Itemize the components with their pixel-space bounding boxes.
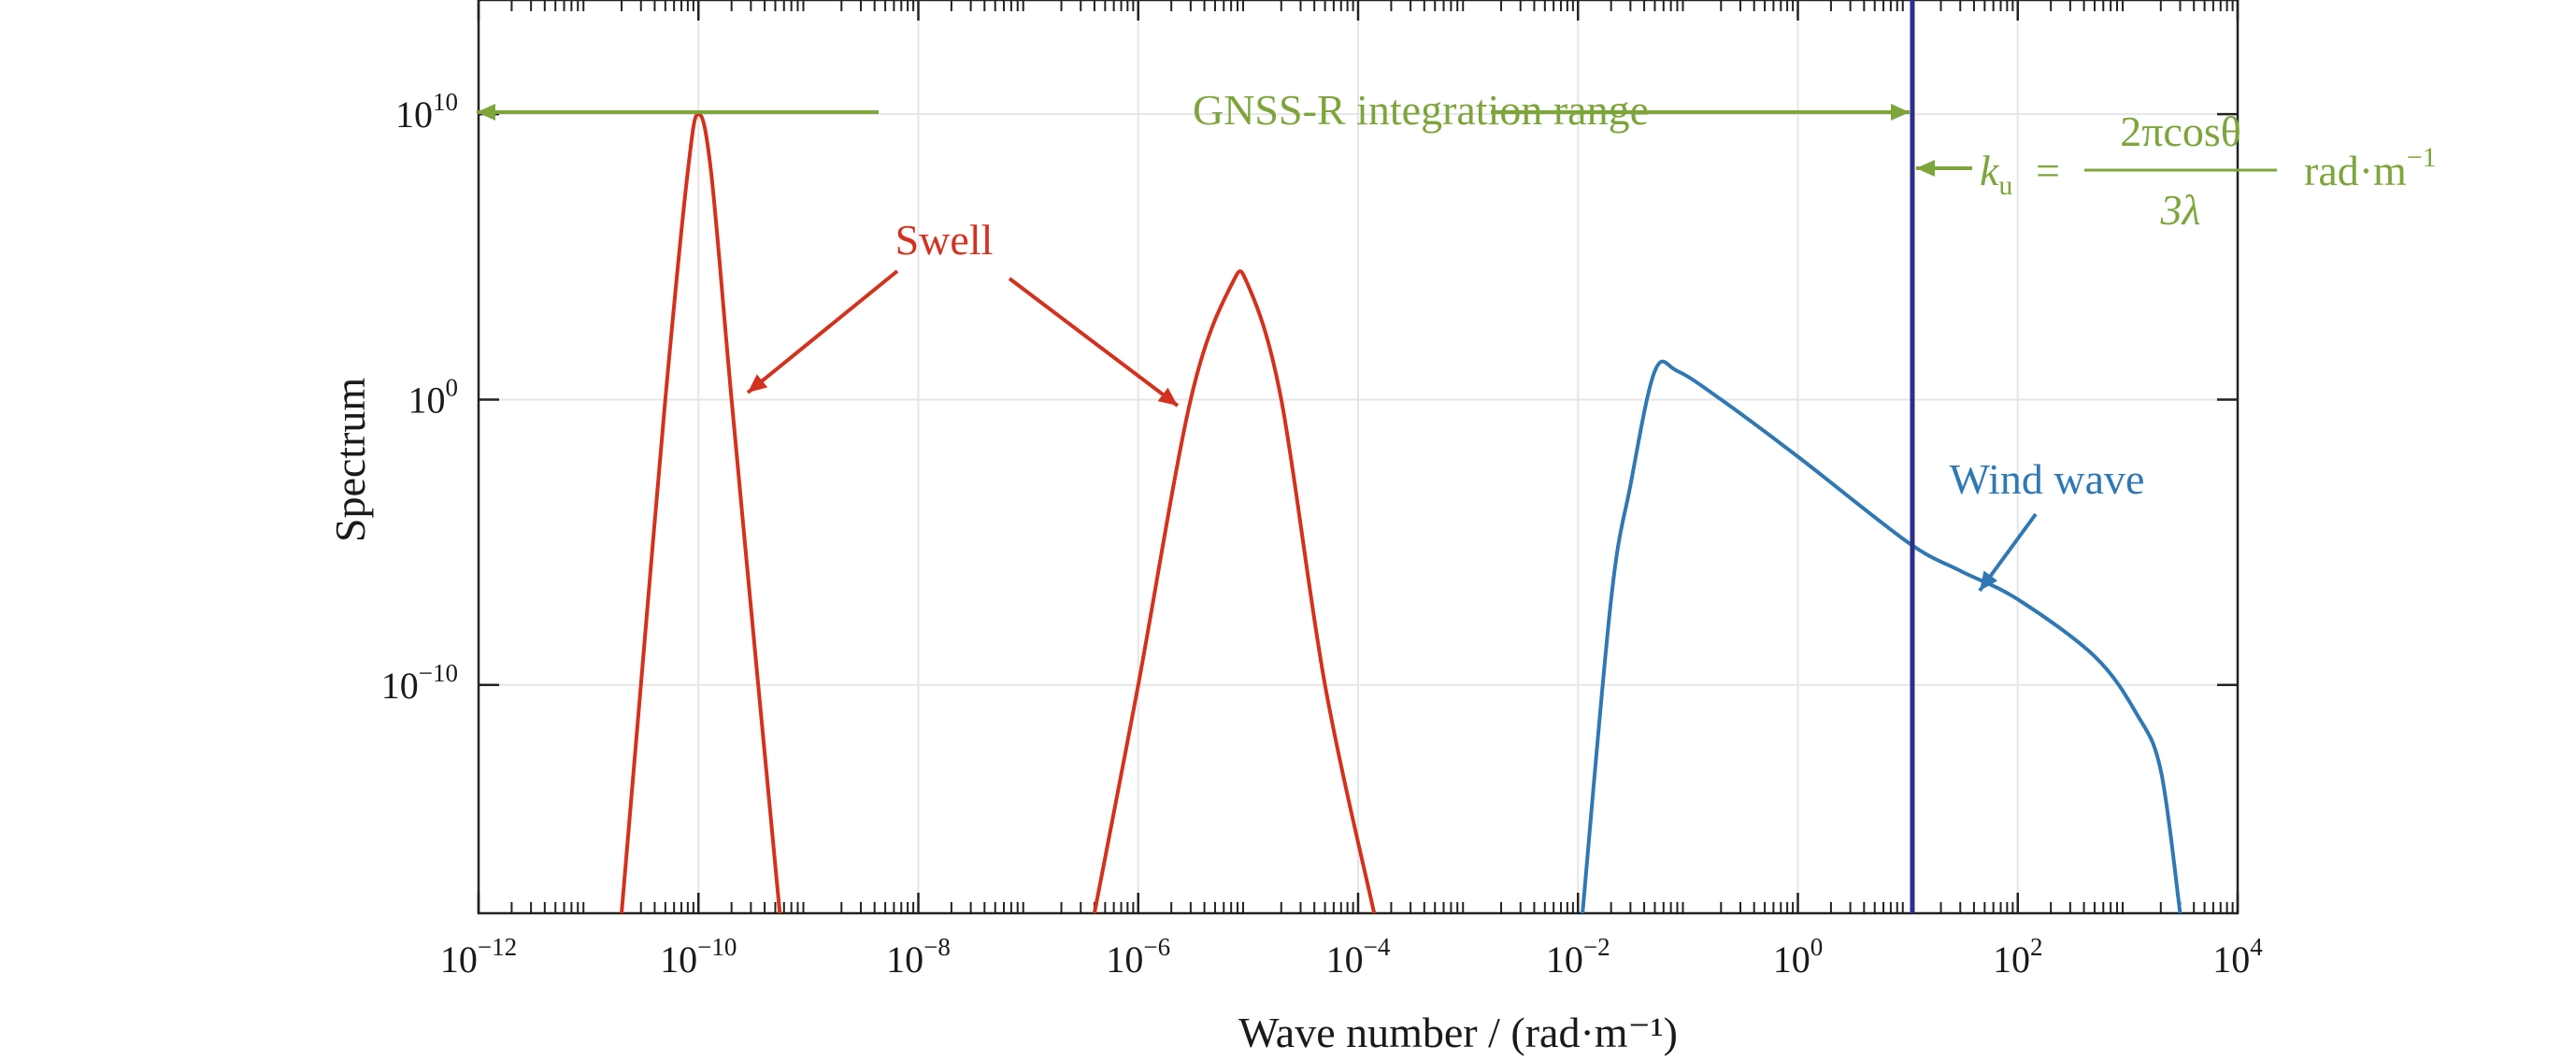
x-tick-exponent: −6 [1143, 933, 1170, 961]
swell-arrow-right-head [1157, 387, 1178, 406]
y-tick-label-2: 10−10 [381, 659, 458, 707]
swell-arrow-right-shaft [1008, 277, 1180, 408]
ku-pointer-arrow-head [1916, 160, 1935, 177]
wind-wave-label: Wind wave [1950, 455, 2145, 503]
x-tick-label-3: 10−6 [1106, 933, 1170, 981]
x-tick-exponent: −10 [697, 933, 737, 961]
swell-label: Swell [895, 216, 994, 264]
ku-formula: ku = 2πcosθ 3λ rad·m−1 [1980, 107, 2437, 234]
x-tick-exponent: 2 [2030, 933, 2043, 961]
x-tick-exponent: −12 [478, 933, 517, 961]
x-tick-label-5: 10−2 [1546, 933, 1610, 981]
x-tick-exponent: 0 [1810, 933, 1824, 961]
ku-equals-text: = [2036, 147, 2060, 194]
x-tick-exponent: −4 [1364, 933, 1391, 961]
y-tick-exponent: 0 [446, 373, 459, 401]
y-tick-label-1: 100 [408, 373, 459, 421]
range-arrow-right-head [1891, 104, 1910, 121]
y-tick-base: 10 [408, 379, 446, 421]
x-tick-base: 10 [2212, 938, 2250, 981]
wind-wave-label-text: Wind wave [1950, 455, 2145, 503]
y-tick-exponent: 10 [433, 88, 458, 116]
ku-unit-exponent: −1 [2407, 142, 2437, 173]
x-tick-exponent: −8 [923, 933, 951, 961]
ku-numerator: 2πcosθ [2120, 107, 2241, 155]
ku-lhs: ku [1980, 147, 2012, 201]
x-tick-base: 10 [440, 938, 478, 981]
x-tick-label-7: 102 [1993, 933, 2043, 981]
y-axis-title: Spectrum [326, 378, 374, 543]
x-tick-exponent: −2 [1583, 933, 1610, 961]
x-tick-base: 10 [1993, 938, 2030, 981]
x-tick-label-0: 10−12 [440, 933, 517, 981]
annotation-layer [477, 104, 2038, 593]
series-line-1 [1092, 269, 1377, 913]
integration-range-label: GNSS-R integration range [1193, 86, 1649, 134]
ku-unit: rad·m−1 [2304, 142, 2437, 194]
series-line-2 [1581, 359, 2182, 913]
x-tick-label-8: 104 [2212, 933, 2263, 981]
series-line-0 [620, 112, 782, 913]
ku-numerator-text: 2πcosθ [2120, 107, 2241, 155]
swell-label-text: Swell [895, 216, 994, 264]
wind-wave-arrow-head [1980, 570, 1998, 591]
y-tick-base: 10 [381, 665, 419, 707]
x-tick-base: 10 [1106, 938, 1143, 981]
x-axis-title: Wave number / (rad·m⁻¹) [1238, 1009, 1678, 1056]
x-tick-exponent: 4 [2250, 933, 2263, 961]
tick-layer [477, 0, 2240, 913]
x-tick-label-2: 10−8 [886, 933, 951, 981]
swell-arrow-left-shaft [746, 269, 899, 394]
x-tick-label-1: 10−10 [660, 933, 737, 981]
x-axis-title-text: Wave number / (rad·m⁻¹) [1238, 1009, 1678, 1056]
x-tick-base: 10 [1546, 938, 1583, 981]
ku-denominator-text: 3λ [2160, 186, 2201, 234]
ku-symbol: k [1980, 147, 2000, 194]
x-tick-base: 10 [1326, 938, 1364, 981]
y-tick-label-0: 1010 [395, 88, 458, 136]
y-axis-title-text: Spectrum [326, 378, 374, 543]
ku-subscript: u [1998, 170, 2012, 201]
y-tick-exponent: −10 [419, 659, 458, 687]
ku-equals: = [2036, 147, 2060, 194]
ku-denominator: 3λ [2160, 186, 2201, 234]
series-layer [620, 112, 2182, 913]
x-tick-label-6: 100 [1773, 933, 1824, 981]
swell-arrow-left-head [748, 374, 768, 393]
range-arrow-left-head [477, 104, 495, 121]
integration-range-label-text: GNSS-R integration range [1193, 86, 1649, 134]
x-tick-label-4: 10−4 [1326, 933, 1391, 981]
y-tick-base: 10 [395, 93, 433, 136]
x-tick-base: 10 [1773, 938, 1810, 981]
tick-label-layer: 10−12 10−10 10−8 10−6 10−4 10−2 100 102 10410101… [381, 88, 2263, 981]
x-tick-base: 10 [886, 938, 923, 981]
x-tick-base: 10 [660, 938, 697, 981]
ku-unit-text: rad·m [2304, 147, 2407, 194]
